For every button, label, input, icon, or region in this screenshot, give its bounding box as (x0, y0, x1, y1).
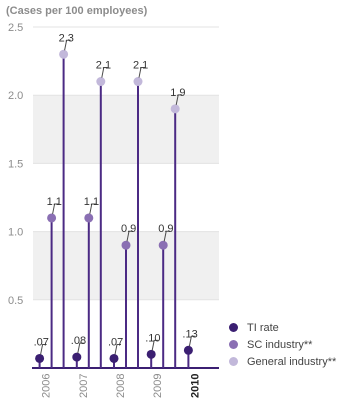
data-label: 2.1 (96, 60, 111, 72)
data-label: .13 (182, 328, 197, 340)
legend-swatch-general-industry (229, 357, 238, 366)
label-leader (163, 230, 171, 242)
data-point (146, 349, 156, 359)
y-tick-label: 2.5 (8, 22, 23, 34)
data-point (72, 352, 82, 362)
label-leader (188, 335, 196, 347)
legend-label-ti-rate: TI rate (247, 321, 279, 334)
legend-label-general-industry: General industry** (247, 355, 337, 368)
x-tick-label: 2010 (189, 374, 201, 398)
legend-label-sc-industry: SC industry** (247, 338, 313, 351)
y-tick-label: 1.5 (8, 158, 23, 170)
data-point (35, 353, 45, 363)
label-leader (151, 339, 159, 351)
label-leader (138, 67, 145, 78)
grid-band (33, 95, 219, 164)
data-label: 2.1 (133, 60, 148, 72)
legend-item-ti-rate: TI rate (229, 319, 336, 336)
label-leader (40, 343, 47, 355)
y-tick-label: 2.0 (8, 90, 23, 102)
legend-item-sc-industry: SC industry** (229, 336, 336, 353)
x-tick-label: 2009 (152, 374, 164, 398)
data-point (183, 345, 193, 355)
x-tick-label: 2007 (78, 374, 90, 398)
label-leader (77, 342, 84, 354)
data-point (109, 353, 119, 363)
data-label: .08 (71, 335, 86, 347)
data-label: 1.1 (84, 196, 99, 208)
y-tick-label: 0.5 (8, 295, 23, 307)
label-leader (52, 203, 59, 215)
data-point (121, 240, 131, 250)
y-tick-label: 1.0 (8, 227, 23, 239)
unit-label: (Cases per 100 employees) (6, 5, 148, 17)
data-point (96, 77, 106, 87)
data-point (133, 77, 143, 87)
legend-swatch-sc-industry (229, 340, 238, 349)
label-leader (101, 67, 108, 78)
data-label: .07 (34, 336, 49, 348)
data-label: 2.3 (59, 32, 74, 44)
label-leader (114, 343, 121, 355)
label-leader (175, 94, 183, 105)
label-leader (64, 39, 71, 51)
legend-item-general-industry: General industry** (229, 353, 336, 370)
data-point (84, 213, 94, 223)
data-label: .10 (145, 332, 160, 344)
data-label: 1.1 (47, 196, 62, 208)
data-label: 0.9 (158, 223, 173, 235)
data-point (59, 49, 69, 59)
x-tick-label: 2008 (115, 374, 127, 398)
data-label: 1.9 (170, 87, 185, 99)
data-label: .07 (108, 336, 123, 348)
data-point (158, 240, 168, 250)
x-tick-label: 2006 (41, 374, 53, 398)
data-point (170, 104, 180, 114)
legend: TI rate SC industry** General industry** (229, 319, 336, 370)
label-leader (126, 230, 133, 242)
data-label: 0.9 (121, 223, 136, 235)
legend-swatch-ti-rate (229, 323, 238, 332)
data-point (47, 213, 57, 223)
label-leader (89, 203, 96, 215)
